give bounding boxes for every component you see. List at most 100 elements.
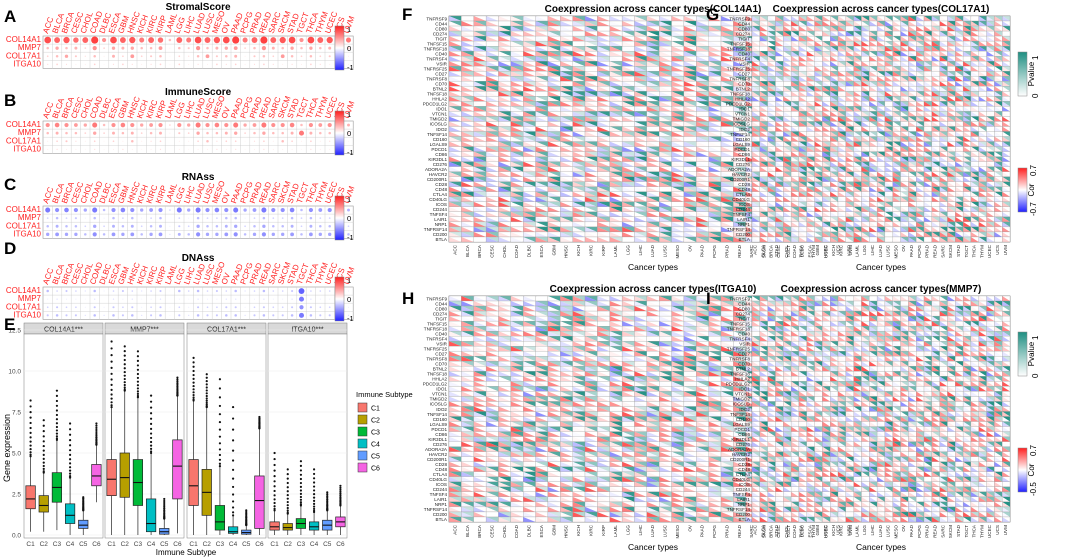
dot-panel-title: ImmuneScore bbox=[165, 87, 232, 98]
outlier-point bbox=[55, 435, 59, 438]
outlier-point bbox=[149, 451, 153, 455]
pvalue-triangle bbox=[473, 26, 487, 32]
dot-mark bbox=[234, 314, 237, 317]
dot-mark bbox=[74, 314, 77, 317]
y-tick-label: 0.0 bbox=[12, 533, 21, 540]
cor-triangle bbox=[659, 16, 672, 22]
dot-mark bbox=[84, 225, 87, 228]
cor-triangle bbox=[585, 26, 598, 32]
cor-triangle bbox=[572, 31, 585, 37]
cor-triangle bbox=[510, 26, 524, 32]
cor-triangle bbox=[634, 36, 647, 42]
outlier-point bbox=[339, 484, 342, 487]
cor-triangle bbox=[547, 21, 561, 27]
boxplot-facet-2: MMP7***C1 C2 C3 C4 C5 C6 bbox=[104, 322, 185, 548]
outlier-point bbox=[205, 392, 208, 395]
dot-mark bbox=[253, 131, 256, 135]
dot-mark bbox=[298, 288, 305, 294]
dot-mark bbox=[56, 306, 59, 309]
cor-triangle bbox=[646, 31, 660, 37]
dot-mark bbox=[300, 123, 303, 127]
outlier-point bbox=[110, 354, 113, 357]
outlier-point bbox=[326, 496, 329, 500]
outlier-point bbox=[149, 436, 153, 440]
dot-mark bbox=[45, 122, 50, 128]
dot-mark bbox=[140, 55, 143, 58]
outlier-point bbox=[29, 405, 32, 408]
x-tick-label: C5 bbox=[160, 541, 169, 548]
cor-triangle bbox=[535, 16, 548, 22]
outlier-point bbox=[273, 494, 276, 497]
dot-mark bbox=[253, 55, 256, 58]
gene-label: MMP7 bbox=[18, 43, 42, 52]
dot-mark bbox=[111, 207, 116, 213]
dot-mark bbox=[194, 36, 202, 44]
dot-mark bbox=[130, 207, 135, 213]
dot-mark bbox=[291, 140, 293, 143]
pvalue-triangle bbox=[535, 21, 548, 27]
dot-mark bbox=[291, 148, 293, 150]
dot-mark bbox=[55, 314, 59, 317]
dot-mark bbox=[150, 314, 153, 317]
cor-triangle bbox=[721, 31, 734, 37]
dot-mark bbox=[206, 224, 209, 228]
dot-mark bbox=[46, 55, 49, 58]
outlier-point bbox=[231, 500, 235, 503]
box-mark bbox=[214, 505, 226, 531]
cor-triangle bbox=[510, 36, 524, 42]
dot-mark bbox=[328, 224, 331, 228]
dot-mark bbox=[347, 47, 350, 50]
dot-mark bbox=[234, 54, 238, 58]
dot-mark bbox=[66, 298, 67, 300]
outlier-point bbox=[163, 501, 166, 505]
dot-mark bbox=[103, 148, 105, 150]
dot-mark bbox=[122, 306, 124, 309]
dot-mark bbox=[130, 54, 135, 59]
outlier-point bbox=[68, 469, 72, 472]
dot-mark bbox=[206, 217, 209, 219]
dot-mark bbox=[176, 207, 182, 213]
pvalue-triangle bbox=[498, 31, 511, 37]
dot-mark bbox=[234, 63, 237, 66]
box-mark bbox=[64, 503, 76, 524]
pvalue-triangle bbox=[622, 31, 635, 37]
outlier-point bbox=[110, 401, 113, 404]
dot-mark bbox=[310, 298, 312, 300]
dot-mark bbox=[253, 46, 256, 50]
outlier-point bbox=[123, 358, 126, 362]
dot-mark bbox=[215, 55, 218, 58]
outlier-point bbox=[163, 497, 166, 501]
dot-mark bbox=[224, 224, 228, 228]
outlier-point bbox=[192, 381, 195, 384]
outlier-point bbox=[218, 465, 222, 468]
dot-mark bbox=[309, 314, 313, 317]
dot-mark bbox=[279, 36, 286, 44]
dot-mark bbox=[289, 122, 295, 128]
dot-mark bbox=[84, 314, 86, 316]
pvalue-triangle bbox=[708, 26, 721, 32]
pvalue-triangle bbox=[609, 16, 623, 22]
cor-triangle bbox=[535, 21, 548, 27]
dot-mark bbox=[206, 314, 209, 317]
gene-label: ITGA10 bbox=[13, 229, 41, 238]
dot-mark bbox=[47, 298, 49, 300]
x-tick-label: C2 bbox=[284, 541, 293, 548]
dot-mark bbox=[65, 217, 68, 219]
cor-triangle bbox=[486, 26, 499, 32]
dot-mark bbox=[131, 306, 134, 309]
outlier-point bbox=[299, 469, 303, 472]
cor-triangle bbox=[733, 16, 746, 22]
dot-mark bbox=[177, 232, 181, 236]
dot-mark bbox=[103, 290, 105, 292]
dot-mark bbox=[319, 217, 322, 219]
dot-mark bbox=[319, 131, 322, 135]
pvalue-triangle bbox=[585, 31, 598, 37]
dot-mark bbox=[120, 207, 126, 213]
dot-mark bbox=[169, 314, 171, 316]
pvalue-triangle bbox=[721, 26, 734, 32]
pvalue-triangle bbox=[696, 36, 709, 42]
pvalue-triangle bbox=[547, 31, 561, 37]
dot-mark bbox=[224, 232, 229, 237]
dot-mark bbox=[290, 232, 294, 237]
x-tick-label: C4 bbox=[147, 541, 156, 548]
